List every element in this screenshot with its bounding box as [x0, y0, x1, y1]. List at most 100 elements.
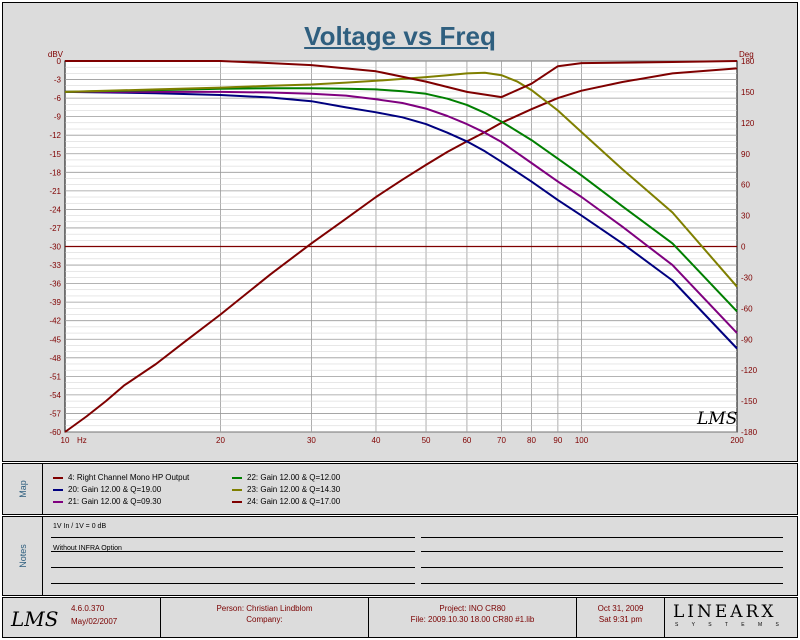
x-tick-label: 40 — [372, 436, 381, 445]
lms-logo-icon: LMS — [10, 607, 58, 631]
legend-item[interactable]: 23: Gain 12.00 & Q=14.30 — [232, 485, 340, 494]
footer-date: Oct 31, 2009 — [597, 604, 644, 613]
legend-item[interactable]: 22: Gain 12.00 & Q=12.00 — [232, 473, 340, 482]
y-right-tick-label: -90 — [741, 335, 753, 344]
y-left-tick-label: -21 — [49, 187, 61, 196]
y-left-tick-label: 0 — [57, 57, 62, 66]
y-left-tick-label: -33 — [49, 261, 61, 270]
footer-panel: LMS 4.6.0.370 May/02/2007 Person: Christ… — [2, 597, 798, 638]
person-name: Person: Christian Lindblom — [216, 604, 313, 613]
legend-swatch — [53, 488, 63, 491]
y-left-tick-label: -6 — [54, 94, 62, 103]
y-right-unit-label: Deg — [739, 50, 754, 59]
legend-label: 4: Right Channel Mono HP Output — [68, 473, 190, 482]
y-left-tick-label: -51 — [49, 372, 61, 381]
y-left-tick-label: -15 — [49, 150, 61, 159]
y-right-tick-label: 180 — [741, 57, 755, 66]
footer-person-cell: Person: Christian Lindblom Company: — [161, 598, 369, 637]
y-left-tick-label: -54 — [49, 391, 61, 400]
y-left-tick-label: -3 — [54, 76, 62, 85]
y-left-tick-label: -60 — [49, 428, 61, 437]
y-left-tick-label: -24 — [49, 205, 61, 214]
x-tick-label: 10 — [61, 436, 70, 445]
y-right-tick-label: -150 — [741, 397, 758, 406]
legend-swatch — [232, 476, 242, 479]
note-rule — [421, 583, 783, 584]
chart-title: Voltage vs Freq — [304, 21, 496, 51]
note-rule — [51, 567, 415, 568]
legend-panel: Map 4: Right Channel Mono HP Output 20: G… — [2, 463, 798, 515]
y-left-tick-label: -57 — [49, 409, 61, 418]
footer-project-cell: Project: INO CR80 File: 2009.10.30 18.00… — [369, 598, 577, 637]
map-label: Map — [17, 480, 28, 498]
y-right-tick-label: 60 — [741, 181, 750, 190]
version-number: 4.6.0.370 — [71, 604, 105, 613]
legend-swatch — [232, 500, 242, 503]
x-tick-label: 200 — [730, 436, 744, 445]
y-left-tick-label: -39 — [49, 298, 61, 307]
note-rule — [51, 583, 415, 584]
notes-label-box: Notes — [3, 517, 43, 595]
legend-item[interactable]: 20: Gain 12.00 & Q=19.00 — [53, 485, 161, 494]
notes-panel: Notes 1V In / 1V = 0 dB Without INFRA Op… — [2, 516, 798, 596]
y-right-tick-label: -30 — [741, 273, 753, 282]
brand-subtitle: S Y S T E M S — [675, 622, 785, 628]
project-name: Project: INO CR80 — [439, 604, 506, 613]
version-date: May/02/2007 — [71, 617, 118, 626]
y-left-tick-label: -45 — [49, 335, 61, 344]
legend-label: 21: Gain 12.00 & Q=09.30 — [68, 497, 162, 506]
y-left-tick-label: -12 — [49, 131, 61, 140]
legend-swatch — [53, 500, 63, 503]
x-tick-label: 90 — [553, 436, 562, 445]
series-line[interactable] — [64, 87, 738, 313]
y-left-tick-label: -42 — [49, 317, 61, 326]
y-left-tick-label: -9 — [54, 113, 62, 122]
company-name: Company: — [246, 615, 283, 624]
y-left-tick-label: -36 — [49, 280, 61, 289]
note-rule — [421, 551, 783, 552]
lms-watermark: LMS — [696, 409, 737, 429]
note-rule — [421, 567, 783, 568]
file-name: File: 2009.10.30 18.00 CR80 #1.lib — [410, 615, 535, 624]
notes-label: Notes — [17, 544, 28, 568]
series-line[interactable] — [65, 90, 738, 334]
y-left-tick-label: -18 — [49, 168, 61, 177]
y-right-tick-label: -60 — [741, 304, 753, 313]
legend-swatch — [53, 476, 63, 479]
x-tick-label: 50 — [422, 436, 431, 445]
y-left-tick-label: -30 — [49, 243, 61, 252]
series-line[interactable] — [64, 67, 738, 433]
legend-item[interactable]: 4: Right Channel Mono HP Output — [53, 473, 189, 482]
svg-text:LMS: LMS — [10, 607, 58, 631]
footer-version-cell: LMS 4.6.0.370 May/02/2007 — [3, 598, 161, 637]
legend-item[interactable]: 21: Gain 12.00 & Q=09.30 — [53, 497, 161, 506]
series-line[interactable] — [65, 60, 738, 99]
y-right-tick-label: -180 — [741, 428, 758, 437]
note-line-1: 1V In / 1V = 0 dB — [53, 523, 107, 530]
footer-time: Sat 9:31 pm — [598, 615, 643, 624]
series-line[interactable] — [64, 90, 738, 350]
y-left-tick-label: -27 — [49, 224, 61, 233]
x-tick-label: 30 — [307, 436, 316, 445]
legend-item[interactable]: 24: Gain 12.00 & Q=17.00 — [232, 497, 340, 506]
note-line-2: Without INFRA Option — [53, 545, 122, 552]
legend-label: 23: Gain 12.00 & Q=14.30 — [247, 485, 341, 494]
x-tick-label: 60 — [462, 436, 471, 445]
series-line[interactable] — [64, 71, 738, 288]
x-tick-label: 100 — [575, 436, 589, 445]
legend-swatch — [232, 488, 242, 491]
note-rule — [51, 551, 415, 552]
note-rule — [421, 537, 783, 538]
y-right-tick-label: -120 — [741, 366, 758, 375]
footer-date-cell: Oct 31, 2009 Sat 9:31 pm — [577, 598, 665, 637]
legend-label: 24: Gain 12.00 & Q=17.00 — [247, 497, 341, 506]
chart-area[interactable]: 0 -3 -6 -9 -12 -15 -18 -21 -24 -27 -30 -33 -36 -39 -42… — [3, 3, 797, 461]
note-rule — [51, 537, 415, 538]
x-tick-label: 70 — [497, 436, 506, 445]
x-tick-label: 20 — [216, 436, 225, 445]
legend-label: 20: Gain 12.00 & Q=19.00 — [68, 485, 162, 494]
y-left-unit-label: dBV — [48, 50, 64, 59]
y-right-tick-label: 120 — [741, 119, 755, 128]
x-unit-label: Hz — [77, 436, 87, 445]
